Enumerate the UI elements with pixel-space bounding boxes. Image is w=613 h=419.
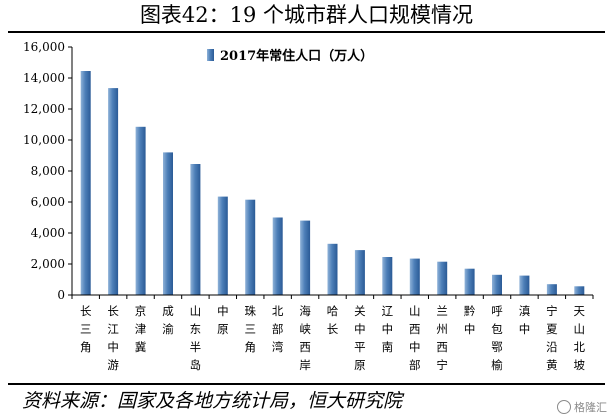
bar [519, 275, 530, 295]
bar [437, 261, 448, 295]
y-tick-label: 6,000 [31, 195, 65, 209]
bar [354, 250, 365, 295]
x-category-label: 兰州西宁 [436, 304, 448, 372]
legend-label: 2017年常住人口（万人） [220, 48, 373, 64]
y-tick-label: 4,000 [31, 226, 65, 240]
x-category-label: 呼包鄂榆 [491, 304, 503, 372]
y-tick-label: 0 [57, 288, 65, 302]
x-category-label: 关中平原 [354, 304, 366, 372]
watermark-text: 格隆汇 [574, 401, 607, 414]
y-tick-label: 10,000 [23, 133, 65, 147]
bar [546, 284, 557, 295]
y-tick-label: 8,000 [31, 164, 65, 178]
bar [108, 88, 119, 295]
x-category-label: 辽中南 [382, 304, 394, 354]
bar [135, 126, 146, 295]
x-category-label: 长三角 [80, 304, 92, 354]
legend: 2017年常住人口（万人） [207, 48, 373, 64]
source-note: 资料来源：国家及各地方统计局，恒大研究院 [22, 390, 403, 412]
bottom-rule [8, 383, 605, 385]
page-title: 图表42：19 个城市群人口规模情况 [139, 3, 474, 27]
bar [163, 152, 173, 295]
x-category-label: 黔中 [464, 304, 476, 336]
y-axis: 0 2,000 4,000 6,000 8,000 10,000 12,000 14,000 1… [23, 40, 73, 302]
y-tick-label: 14,000 [23, 71, 65, 85]
x-category-label: 山西中部 [409, 304, 421, 372]
x-category-label: 天山北坡 [574, 304, 586, 372]
watermark-icon [557, 400, 571, 414]
x-category-label: 成渝 [162, 304, 174, 336]
y-tick-label: 12,000 [23, 102, 65, 116]
y-tick-label: 16,000 [23, 40, 65, 54]
population-bar-chart: 2017年常住人口（万人） 0 2,000 4,000 6,000 8,000 10,00… [23, 40, 594, 372]
bar [80, 71, 91, 295]
bar [190, 164, 201, 295]
x-category-label: 海峡西岸 [299, 304, 311, 372]
y-tick-label: 2,000 [31, 257, 65, 271]
bar [464, 268, 475, 295]
bar [382, 257, 393, 295]
x-category-label: 长江中游 [107, 304, 119, 372]
x-category-label: 哈长 [327, 304, 339, 336]
x-category-label: 京津冀 [135, 304, 147, 354]
watermark: 格隆汇 [557, 397, 607, 417]
bar [272, 217, 283, 295]
bar [574, 286, 585, 295]
bar [492, 274, 502, 295]
bar [217, 196, 228, 295]
bar [300, 220, 311, 295]
bar [245, 199, 256, 295]
x-category-label: 珠三角 [244, 304, 256, 354]
legend-swatch [207, 49, 214, 61]
x-category-label: 滇中 [519, 304, 531, 336]
x-category-label: 北部湾 [272, 304, 284, 354]
bars [80, 71, 585, 295]
top-rule [8, 31, 605, 33]
x-category-label: 中原 [217, 304, 229, 336]
x-category-label: 山东半岛 [190, 304, 202, 372]
x-axis: 长三角 长江中游 京津冀 成渝 山东半岛 中原 珠三角 北部湾 海峡西岸 哈长 关中平原 辽中南 山西中… [71, 294, 594, 372]
x-category-label: 宁夏沿黄 [546, 304, 558, 372]
bar [409, 258, 420, 295]
bar [327, 243, 338, 295]
